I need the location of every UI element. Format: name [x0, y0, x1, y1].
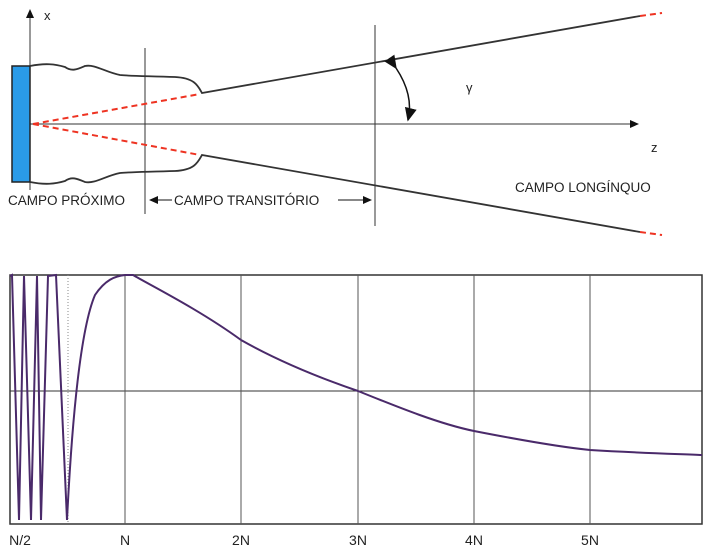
tick-label: 5N — [581, 532, 599, 548]
beam-upper-edge — [29, 15, 641, 94]
tick-label: 3N — [349, 532, 367, 548]
angle-gamma-label: γ — [466, 80, 473, 95]
x-axis-label: x — [44, 8, 51, 23]
tick-label: 4N — [465, 532, 483, 548]
z-axis-label: z — [651, 140, 658, 155]
transducer — [11, 65, 31, 183]
pressure-curve — [9, 273, 703, 521]
beam-divergence-dashes — [32, 12, 663, 236]
tick-label: N — [120, 532, 130, 548]
near-field-label: CAMPO PRÓXIMO — [8, 193, 125, 208]
tick-label: N/2 — [9, 532, 31, 548]
beam-diagram: x z γ CAMPO PRÓXIMO CAMPO TRANSITÓRIO CA… — [8, 8, 663, 236]
beam-lower-edge — [29, 154, 641, 233]
far-field-label: CAMPO LONGÍNQUO — [515, 180, 651, 195]
pressure-chart: N/2 N 2N 3N 4N 5N — [9, 273, 703, 548]
chart-frame — [9, 274, 703, 525]
transition-field-label: CAMPO TRANSITÓRIO — [174, 193, 319, 208]
tick-label: 2N — [232, 532, 250, 548]
angle-arc-icon — [384, 54, 417, 122]
